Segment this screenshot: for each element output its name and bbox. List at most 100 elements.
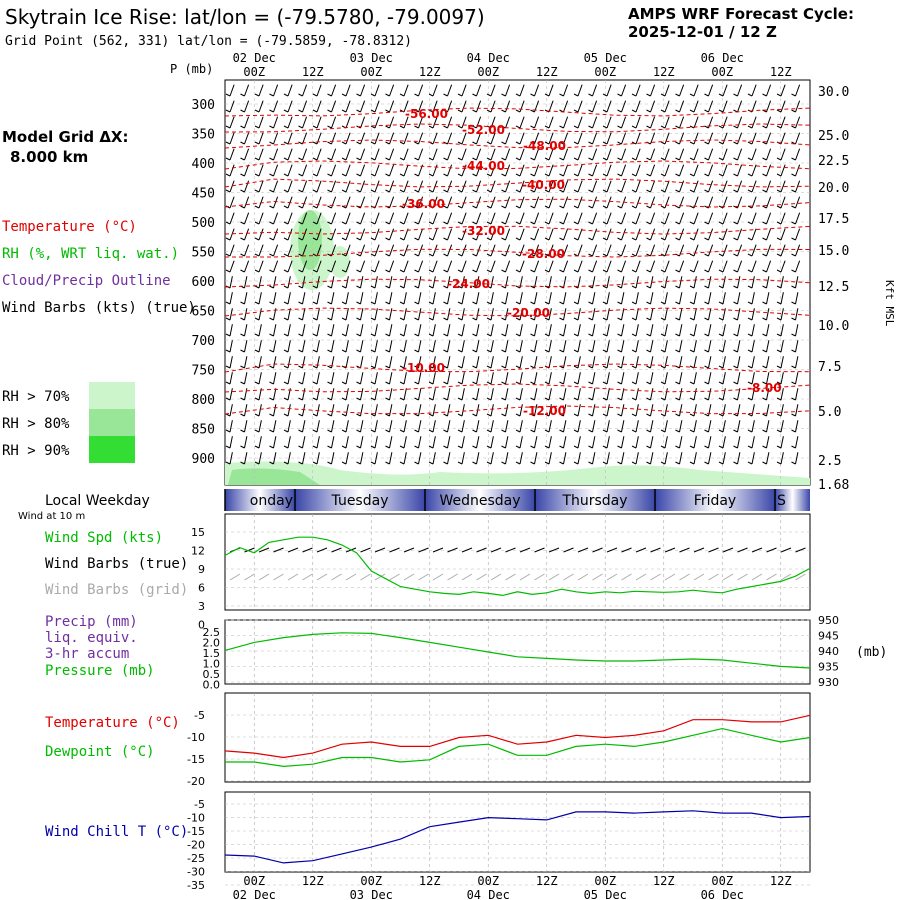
wind-barb-flag bbox=[457, 397, 463, 401]
bottom-hour-label: 00Z bbox=[594, 874, 616, 888]
wind-barb-flag bbox=[733, 125, 738, 129]
wind-barb-flag bbox=[602, 317, 608, 321]
wind-barb-flag bbox=[747, 445, 753, 449]
wind-barb-flag bbox=[559, 397, 564, 401]
wind-barb-flag bbox=[675, 141, 680, 145]
wind-barb-flag bbox=[602, 93, 608, 97]
wind-barb-staff bbox=[519, 420, 523, 433]
wind-barb-flag bbox=[791, 157, 796, 161]
wind-barb-flag bbox=[327, 365, 332, 369]
wind-barb-flag bbox=[472, 93, 477, 97]
wind-barb-staff bbox=[389, 276, 393, 289]
height-tick-label: 17.5 bbox=[818, 212, 849, 227]
wind-barb-flag bbox=[718, 189, 724, 193]
wind-barb-staff bbox=[577, 420, 581, 433]
wind-barb-staff bbox=[229, 420, 233, 433]
wind-barb-flag bbox=[559, 429, 564, 433]
wind-barb-flag bbox=[486, 237, 492, 241]
wind-barb-flag bbox=[747, 141, 753, 145]
wind-barb-staff bbox=[331, 420, 335, 433]
wind-barb-staff bbox=[635, 276, 639, 289]
wind-barb-flag bbox=[486, 381, 492, 385]
wind-barb-flag bbox=[515, 189, 521, 193]
wind-barb-flag bbox=[283, 173, 289, 177]
temperature-tick-label: -15 bbox=[187, 753, 205, 766]
wind-barb-flag bbox=[486, 461, 492, 465]
wind-barb-flag bbox=[675, 173, 680, 177]
wind-barb-flag bbox=[689, 413, 695, 417]
wind-barb-flag bbox=[428, 381, 434, 385]
wind-barb-staff bbox=[418, 244, 424, 257]
wind-barb-staff bbox=[360, 132, 366, 145]
wind-barb-flag bbox=[617, 429, 622, 433]
wind-barb-staff bbox=[577, 180, 583, 193]
height-tick-label: 12.5 bbox=[818, 280, 849, 295]
wind-barb-staff bbox=[360, 340, 364, 353]
wind-barb-staff bbox=[708, 292, 712, 305]
wind-barb-flag bbox=[704, 253, 709, 257]
wind-barb-staff bbox=[389, 404, 393, 417]
wind-barb-flag bbox=[457, 141, 463, 145]
wind-barb-staff bbox=[403, 340, 407, 353]
wind-barb-staff bbox=[461, 372, 465, 385]
wind-barb-staff bbox=[505, 372, 509, 385]
temperature-contour bbox=[224, 405, 811, 415]
wind-barb-staff bbox=[606, 180, 612, 193]
wind-barb-staff bbox=[505, 212, 511, 225]
wind-barb-staff bbox=[244, 132, 250, 145]
wind-barb-staff bbox=[679, 292, 683, 305]
wind-barb-staff bbox=[345, 276, 349, 289]
wind-barb-staff bbox=[229, 260, 235, 273]
wind-barb-flag bbox=[762, 461, 767, 465]
wind-barb-flag bbox=[486, 445, 492, 449]
wind-barb-flag bbox=[269, 381, 274, 385]
wind-barb-flag bbox=[631, 333, 637, 337]
wind-barb-flag bbox=[298, 397, 303, 401]
wind-barb-staff bbox=[273, 372, 277, 385]
wind-barb-flag bbox=[515, 109, 521, 113]
wind-barb-staff bbox=[316, 452, 320, 465]
wind-barb-flag bbox=[443, 301, 448, 305]
wind-barb-flag bbox=[530, 253, 535, 257]
wind-barb-staff bbox=[345, 436, 349, 449]
wind-barb-true bbox=[693, 547, 705, 553]
bottom-hour-label: 12Z bbox=[653, 874, 675, 888]
wind-barb-flag bbox=[573, 125, 579, 129]
wind-barb-flag bbox=[414, 141, 419, 145]
wind-barb-staff bbox=[679, 84, 685, 97]
wind-barb-staff bbox=[418, 276, 422, 289]
wind-barb-flag bbox=[646, 429, 651, 433]
wind-barb-flag bbox=[312, 429, 318, 433]
rh70-swatch bbox=[89, 382, 135, 409]
weekday-label: Tuesday bbox=[331, 493, 389, 509]
wind-barb-staff bbox=[505, 260, 511, 273]
wind-barb-flag bbox=[660, 221, 666, 225]
wind-barb-staff bbox=[766, 244, 772, 257]
wind-barb-staff bbox=[287, 372, 291, 385]
wind-barb-staff bbox=[708, 196, 714, 209]
wind-barb-flag bbox=[312, 205, 318, 209]
wind-barb-flag bbox=[443, 333, 448, 337]
wind-barb-flag bbox=[718, 205, 724, 209]
wind-barb-staff bbox=[606, 324, 610, 337]
wind-barb-flag bbox=[660, 237, 666, 241]
wind-barb-staff bbox=[360, 164, 366, 177]
wind-barb-staff bbox=[650, 324, 654, 337]
wind-barb-staff bbox=[766, 116, 772, 129]
wind-barb-flag bbox=[689, 157, 695, 161]
wind-barb-flag bbox=[269, 461, 274, 465]
wind-barb-flag bbox=[283, 285, 289, 289]
wind-tick-label: 6 bbox=[198, 582, 205, 595]
wind-barb-true bbox=[447, 547, 458, 553]
wind-barb-staff bbox=[476, 324, 480, 337]
wind-barb-staff bbox=[432, 388, 436, 401]
weekday-label: Thursday bbox=[561, 493, 627, 509]
wind-barb-staff bbox=[780, 420, 784, 433]
wind-barb-staff bbox=[722, 84, 728, 97]
wind-barb-flag bbox=[675, 221, 680, 225]
wind-barb-flag bbox=[472, 205, 477, 209]
wind-barb-staff bbox=[447, 276, 451, 289]
wind-barb-flag bbox=[269, 333, 274, 337]
wind-barb-flag bbox=[762, 93, 767, 97]
wind-barb-staff bbox=[302, 260, 308, 273]
